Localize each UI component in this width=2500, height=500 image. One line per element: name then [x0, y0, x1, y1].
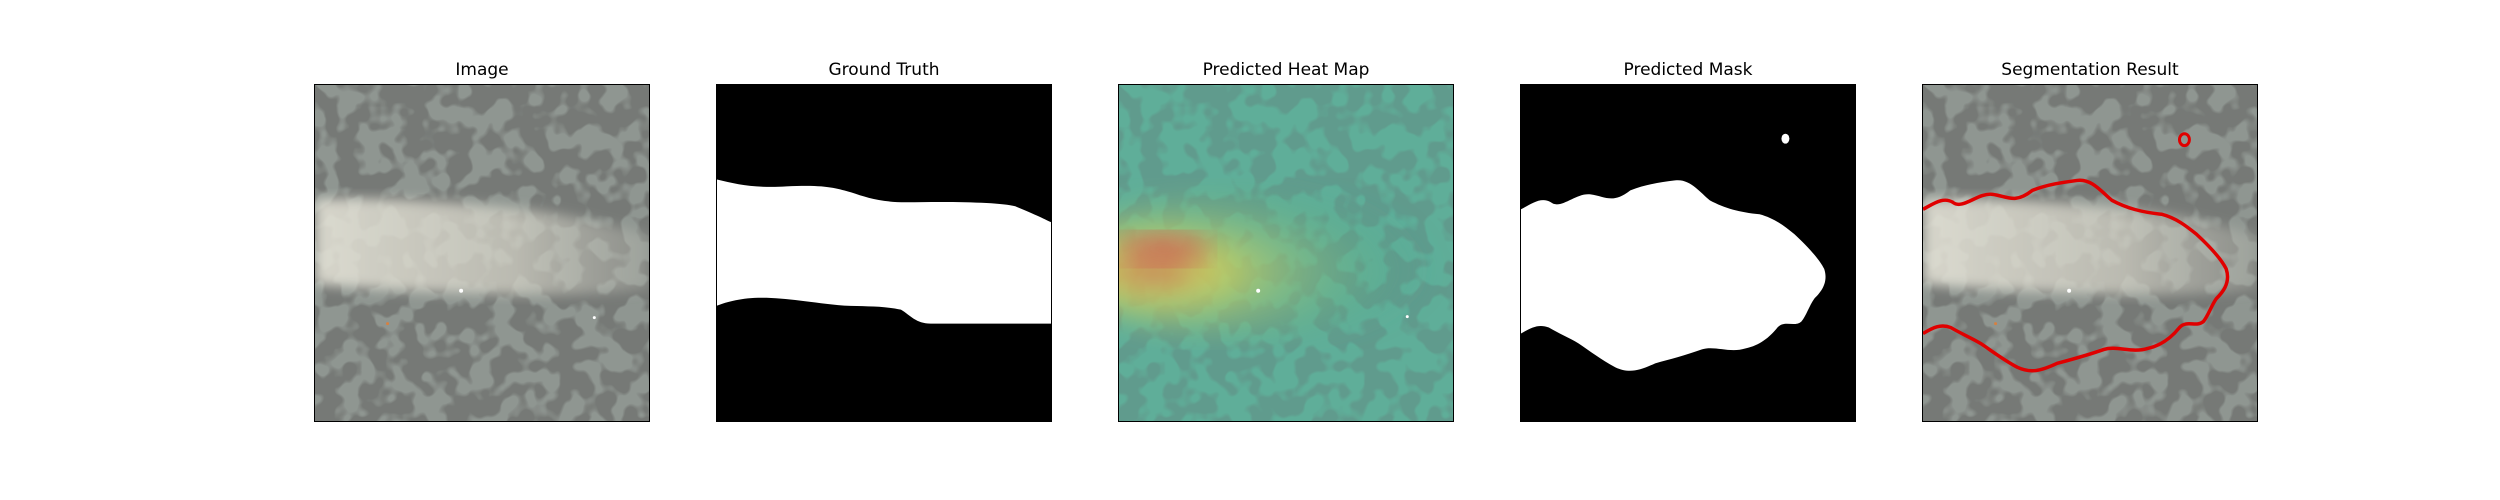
ground-truth-frame — [716, 84, 1052, 422]
panel-title: Predicted Mask — [1623, 60, 1753, 80]
panel-title: Ground Truth — [828, 60, 940, 80]
panel-ground-truth: Ground Truth — [716, 0, 1052, 500]
heatmap-frame — [1118, 84, 1454, 422]
ground-truth-mask — [717, 85, 1051, 421]
heatmap-overlay — [1119, 85, 1453, 421]
panel-mask: Predicted Mask — [1520, 0, 1856, 500]
image-frame — [314, 84, 650, 422]
panel-title: Segmentation Result — [2001, 60, 2179, 80]
panel-title: Image — [455, 60, 509, 80]
predicted-mask — [1521, 85, 1855, 421]
texture-image — [315, 85, 649, 421]
segmentation-overlay — [1923, 85, 2257, 421]
segmentation-frame — [1922, 84, 2258, 422]
mask-frame — [1520, 84, 1856, 422]
panel-title: Predicted Heat Map — [1202, 60, 1370, 80]
segmentation-contour — [1923, 178, 2230, 373]
panel-segmentation: Segmentation Result — [1922, 0, 2258, 500]
panel-heatmap: Predicted Heat Map — [1118, 0, 1454, 500]
panel-image: Image — [314, 0, 650, 500]
